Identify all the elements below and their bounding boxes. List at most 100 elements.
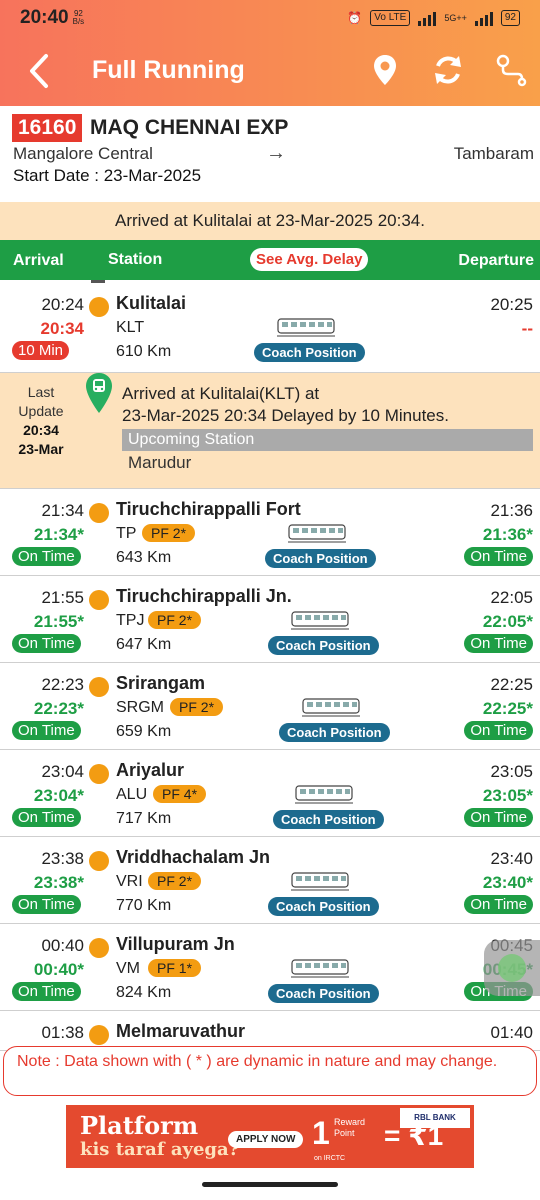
station-row[interactable]: 21:55 21:55* On Time Tiruchchirappalli Jn. T… — [0, 576, 540, 663]
actual-departure: 23:40* — [482, 873, 533, 892]
floating-action-button[interactable] — [484, 940, 540, 996]
platform-badge: PF 1* — [148, 959, 202, 977]
arrival-header: Arrival — [13, 252, 64, 269]
actual-departure: -- — [521, 319, 533, 338]
ad-apply-button[interactable]: APPLY NOW — [228, 1131, 304, 1148]
arrival-status-badge: 10 Min — [12, 341, 70, 360]
arrival-status-badge: On Time — [12, 982, 81, 1001]
arrival-status-badge: On Time — [12, 721, 81, 740]
signal-icon-2 — [474, 10, 493, 26]
location-pin-icon[interactable] — [367, 52, 403, 88]
station-name: Vriddhachalam Jn — [116, 847, 271, 867]
station-name: Villupuram Jn — [116, 934, 235, 954]
scheduled-arrival: 01:38 — [41, 1023, 84, 1042]
departure-header: Departure — [458, 252, 534, 269]
ad-reward-number: 1 — [312, 1115, 330, 1151]
refresh-icon[interactable] — [430, 52, 466, 88]
scheduled-arrival: 21:55 — [41, 588, 84, 607]
scheduled-arrival: 21:34 — [41, 501, 84, 520]
scheduled-arrival: 23:38 — [41, 849, 84, 868]
column-header: Arrival Station See Avg. Delay Departure — [0, 240, 540, 280]
upcoming-station-label: Upcoming Station — [122, 429, 533, 451]
actual-departure: 23:05* — [482, 786, 533, 805]
station-row[interactable]: 00:40 00:40* On Time Villupuram Jn VM PF 1* 82… — [0, 924, 540, 1011]
volte-icon: Vo LTE — [370, 10, 411, 26]
scheduled-arrival: 20:24 — [41, 295, 84, 314]
back-arrow-icon[interactable] — [22, 52, 58, 90]
station-code: TP — [116, 525, 137, 542]
scheduled-departure: 23:40 — [490, 849, 533, 868]
station-code: KLT — [116, 319, 145, 336]
platform-badge: PF 2* — [142, 524, 196, 542]
station-code: SRGM — [116, 699, 164, 716]
departure-status-badge: On Time — [464, 634, 533, 653]
distance: 824 Km — [116, 984, 172, 1001]
distance: 610 Km — [116, 343, 172, 360]
station-name: Tiruchchirappalli Fort — [116, 499, 301, 519]
scheduled-arrival: 23:04 — [41, 762, 84, 781]
coach-position-button[interactable]: Coach Position — [268, 897, 379, 916]
ad-bank-logo: RBL BANK — [400, 1108, 470, 1128]
coach-position-button[interactable]: Coach Position — [268, 984, 379, 1003]
page-title: Full Running — [92, 56, 245, 84]
home-gesture-bar[interactable] — [202, 1182, 338, 1187]
route-icon[interactable] — [494, 52, 530, 88]
scheduled-departure: 22:25 — [490, 675, 533, 694]
coach-train-icon — [295, 783, 353, 805]
coach-position-button[interactable]: Coach Position — [268, 636, 379, 655]
train-number: 16160 — [12, 114, 83, 142]
coach-position-button[interactable]: Coach Position — [254, 343, 365, 362]
upcoming-station-name: Marudur — [128, 453, 192, 472]
arrival-status-badge: On Time — [12, 547, 81, 566]
destination-station: Tambaram — [453, 144, 534, 163]
train-header: 16160 MAQ CHENNAI EXP Mangalore Central … — [0, 106, 540, 202]
coach-train-icon — [291, 870, 349, 892]
ad-source: on IRCTC — [314, 1155, 346, 1162]
actual-arrival: 23:38* — [33, 873, 84, 892]
coach-position-button[interactable]: Coach Position — [265, 549, 376, 568]
actual-arrival: 21:55* — [33, 612, 84, 631]
coach-position-button[interactable]: Coach Position — [279, 723, 390, 742]
scheduled-arrival: 22:23 — [41, 675, 84, 694]
ad-reward-text: Reward Point — [334, 1117, 366, 1138]
scheduled-departure: 21:36 — [490, 501, 533, 520]
station-row[interactable]: 23:04 23:04* On Time Ariyalur ALU PF 4* 717 Km… — [0, 750, 540, 837]
coach-train-icon — [291, 609, 349, 631]
distance: 717 Km — [116, 810, 172, 827]
station-row[interactable]: 22:23 22:23* On Time Srirangam SRGM PF 2* 659 … — [0, 663, 540, 750]
last-update-time: 20:34 23-Mar — [18, 422, 64, 457]
last-update-panel: Last Update 20:34 23-Mar Arrived at Kulita… — [0, 373, 540, 489]
arrival-status-badge: On Time — [12, 634, 81, 653]
status-time: 20:40 — [20, 7, 69, 28]
station-code: TPJ — [116, 612, 145, 629]
station-row[interactable]: 01:38 Melmaruvathur 01:40 — [0, 1011, 540, 1051]
arrival-status-badge: On Time — [12, 808, 81, 827]
dynamic-data-note: Note : Data shown with ( * ) are dynamic… — [3, 1046, 537, 1096]
platform-badge: PF 2* — [148, 872, 202, 890]
last-update-message: Arrived at Kulitalai(KLT) at 23-Mar-2025 … — [122, 384, 449, 425]
scheduled-arrival: 00:40 — [41, 936, 84, 955]
arrival-status-badge: On Time — [12, 895, 81, 914]
ad-subline: kis taraf ayega? — [80, 1139, 240, 1160]
station-dot — [89, 590, 109, 610]
status-bar: 20:40 92 B/s ⏰ Vo LTE 5G++ 92 — [0, 0, 540, 36]
see-avg-delay-button[interactable]: See Avg. Delay — [250, 248, 369, 271]
station-row[interactable]: 21:34 21:34* On Time Tiruchchirappalli Fort… — [0, 489, 540, 576]
station-row[interactable]: 20:24 20:34 10 Min Kulitalai KLT 610 Km Coach … — [0, 283, 540, 373]
station-row[interactable]: 23:38 23:38* On Time Vriddhachalam Jn VRI PF … — [0, 837, 540, 924]
actual-departure: 22:25* — [482, 699, 533, 718]
origin-station: Mangalore Central — [13, 144, 153, 163]
platform-badge: PF 2* — [170, 698, 224, 716]
coach-position-button[interactable]: Coach Position — [273, 810, 384, 829]
network-type: 5G++ — [444, 13, 467, 23]
signal-icon — [418, 10, 437, 26]
coach-train-icon — [291, 957, 349, 979]
system-nav-bar — [0, 1170, 540, 1200]
station-name: Melmaruvathur — [116, 1021, 246, 1041]
station-dot — [89, 297, 109, 317]
advertisement-banner[interactable]: Platform kis taraf ayega? APPLY NOW 1 Re… — [66, 1105, 474, 1168]
scheduled-departure: 20:25 — [490, 295, 533, 314]
station-name: Kulitalai — [116, 293, 187, 313]
departure-status-badge: On Time — [464, 721, 533, 740]
station-dot — [89, 677, 109, 697]
